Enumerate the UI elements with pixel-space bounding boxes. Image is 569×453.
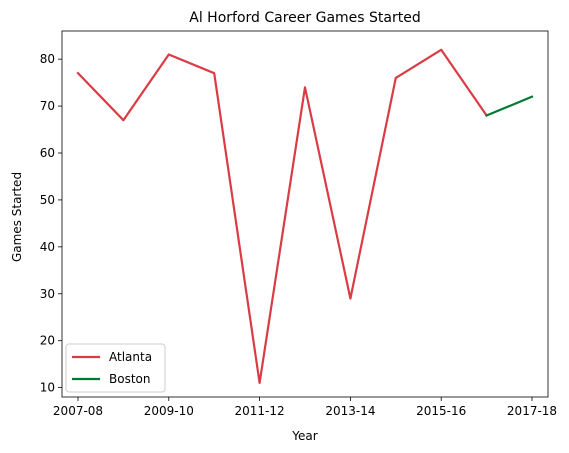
data-point-boston [486,114,488,116]
x-tick-label: 2015-16 [416,404,466,418]
legend: Atlanta Boston [65,343,166,393]
y-tick-label: 30 [40,287,55,301]
data-point-boston [531,96,533,98]
data-point-atlanta [77,72,79,74]
y-axis: 10 20 30 40 50 60 70 80 [40,52,62,395]
series-line-atlanta [76,48,489,384]
data-point-atlanta [304,86,306,88]
legend-label-atlanta: Atlanta [109,350,152,364]
x-axis-title: Year [291,429,317,443]
y-tick-label: 70 [40,99,55,113]
data-point-atlanta [213,72,215,74]
data-point-atlanta [349,297,351,299]
y-tick-label: 10 [40,381,55,395]
plot-area [61,30,549,398]
y-tick-label: 50 [40,193,55,207]
y-tick-label: 40 [40,240,55,254]
y-tick-label: 20 [40,334,55,348]
x-tick-label: 2011-12 [235,404,285,418]
x-tick-label: 2009-10 [144,404,194,418]
legend-label-boston: Boston [109,372,150,386]
y-tick-label: 60 [40,146,55,160]
chart-title: Al Horford Career Games Started [189,10,420,26]
series-line-boston [485,95,534,117]
plot-frame [61,30,549,398]
x-tick-label: 2017-18 [507,404,557,418]
x-tick-label: 2013-14 [325,404,375,418]
x-tick-label: 2007-08 [53,404,103,418]
data-point-atlanta [168,53,170,55]
y-axis-title: Games Started [10,172,24,262]
series-layer [76,48,534,384]
data-point-atlanta [259,382,261,384]
data-point-atlanta [395,77,397,79]
x-axis: 2007-08 2009-10 2011-12 2013-14 2015-16 2017-… [53,397,557,418]
data-point-atlanta [440,49,442,51]
y-tick-label: 80 [40,52,55,66]
data-point-atlanta [122,119,124,121]
